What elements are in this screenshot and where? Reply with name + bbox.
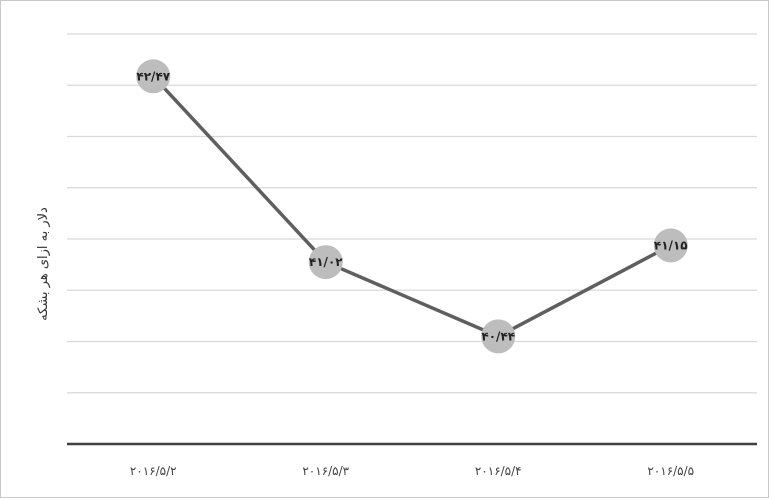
series-layer: [151, 75, 672, 339]
series-line: [151, 75, 672, 339]
x-tick-label: ۲۰۱۶/۵/۵: [647, 464, 694, 478]
data-labels: ۴۲/۴۷ ۴۱/۰۲ ۴۰/۴۴ ۴۱/۱۵: [136, 69, 687, 343]
x-tick-labels: ۲۰۱۶/۵/۲ ۲۰۱۶/۵/۳ ۲۰۱۶/۵/۴ ۲۰۱۶/۵/۵: [130, 464, 694, 478]
data-label: ۴۲/۴۷: [136, 69, 170, 83]
x-tick-label: ۲۰۱۶/۵/۴: [475, 464, 522, 478]
x-tick-label: ۲۰۱۶/۵/۲: [130, 464, 177, 478]
data-label: ۴۱/۱۵: [654, 238, 688, 252]
data-label: ۴۱/۰۲: [309, 255, 343, 269]
data-point-marker: [653, 228, 688, 263]
x-tick-label: ۲۰۱۶/۵/۳: [302, 464, 349, 478]
data-point-marker: [308, 245, 343, 280]
data-point-marker: [481, 319, 516, 354]
gridlines: [67, 33, 757, 394]
data-point-marker: [136, 59, 171, 94]
y-axis-title: دلار به ازای هر بشکه: [36, 207, 51, 321]
data-label: ۴۰/۴۴: [481, 329, 515, 343]
markers: [136, 59, 688, 354]
